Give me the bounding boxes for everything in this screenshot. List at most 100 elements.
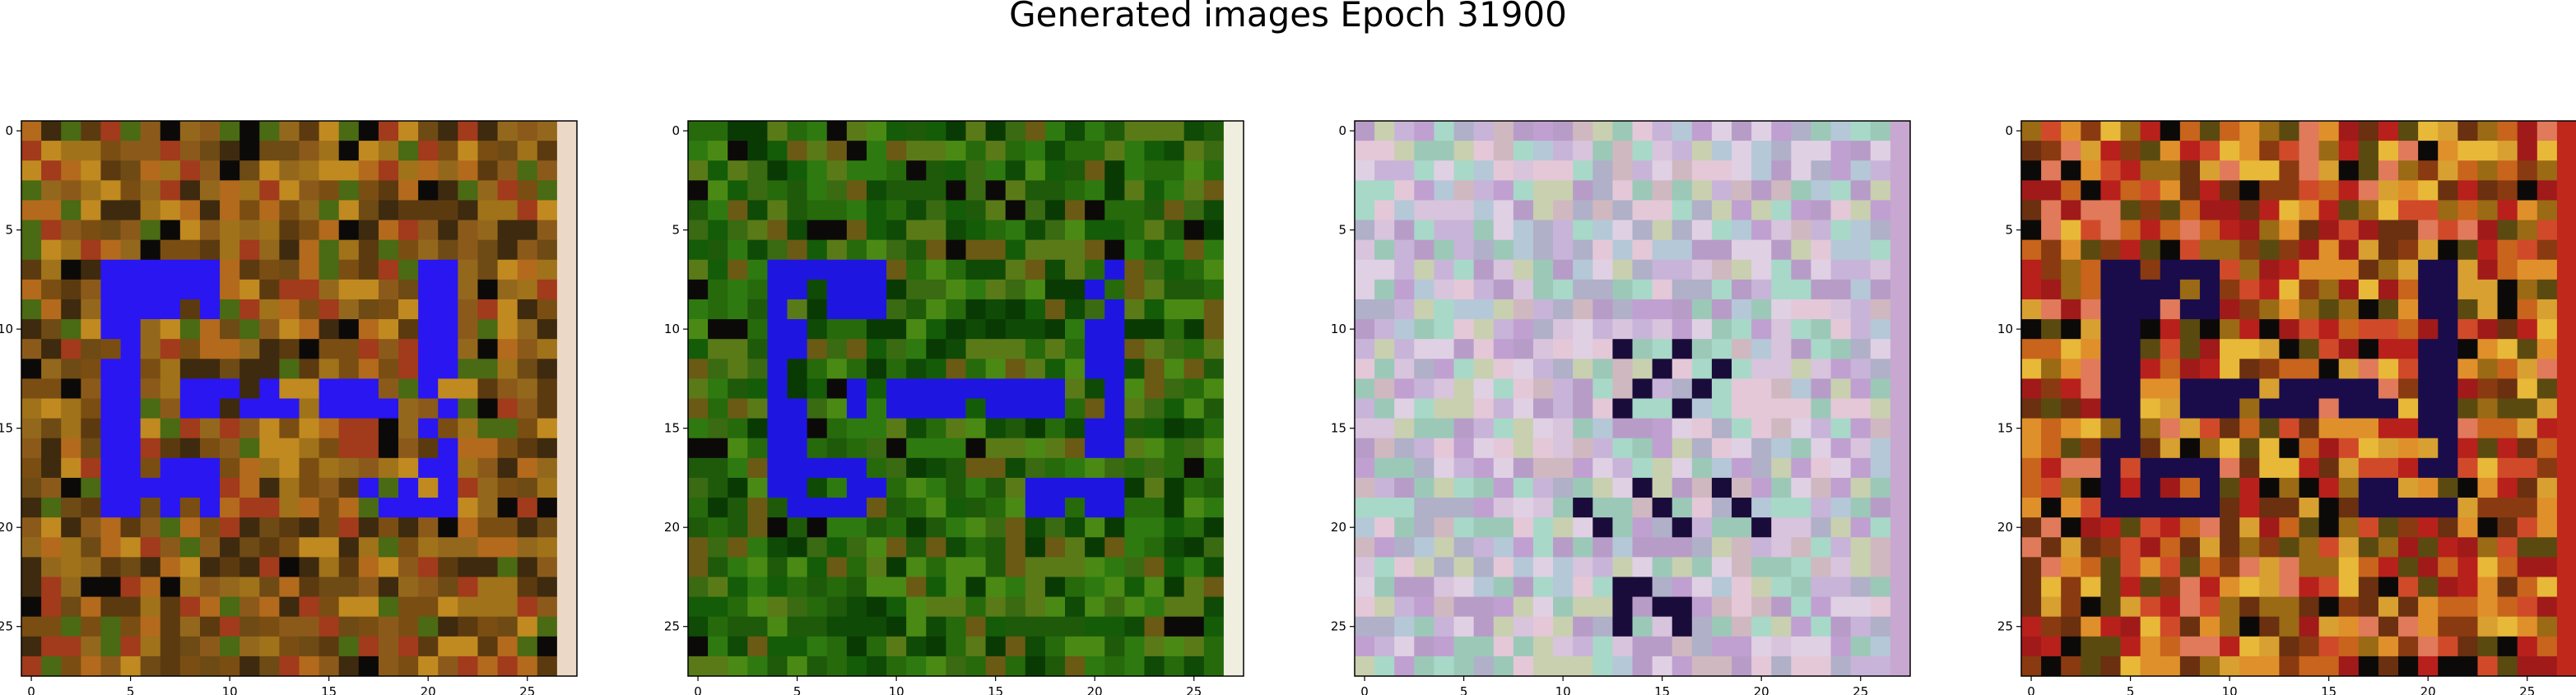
pixel-cell	[199, 299, 221, 320]
pixel-cell	[477, 616, 498, 637]
pixel-cell	[1732, 141, 1752, 161]
pixel-cell	[1652, 457, 1673, 479]
pixel-cell	[2140, 299, 2161, 320]
pixel-cell	[438, 457, 458, 479]
pixel-cell	[1850, 160, 1872, 181]
pixel-cell	[2279, 259, 2299, 280]
pixel-cell	[2081, 398, 2101, 419]
pixel-cell	[906, 636, 927, 657]
pixel-cell	[2358, 577, 2379, 597]
pixel-cell	[1612, 577, 1633, 597]
pixel-cell	[1573, 359, 1593, 379]
pixel-cell	[100, 359, 121, 379]
pixel-cell	[140, 418, 161, 439]
pixel-cell	[1144, 319, 1165, 340]
pixel-cell	[2398, 259, 2419, 280]
pixel-cell	[1473, 319, 1495, 340]
pixel-cell	[2517, 359, 2538, 379]
pixel-cell	[2536, 299, 2558, 320]
pixel-cell	[299, 537, 320, 558]
pixel-cell	[338, 398, 360, 419]
pixel-cell	[21, 259, 42, 280]
pixel-cell	[2041, 596, 2062, 618]
pixel-cell	[1414, 418, 1434, 439]
pixel-cell	[2438, 398, 2458, 419]
pixel-cell	[517, 656, 538, 677]
pixel-cell	[1124, 477, 1145, 498]
pixel-cell	[1085, 121, 1105, 141]
pixel-cell	[1811, 319, 1831, 340]
pixel-cell	[199, 339, 221, 359]
pixel-cell	[2438, 656, 2458, 677]
pixel-cell	[807, 438, 828, 459]
pixel-cell	[1124, 160, 1145, 181]
pixel-cell	[1394, 438, 1415, 459]
pixel-cell	[2239, 339, 2260, 359]
pixel-cell	[1890, 239, 1911, 261]
pixel-cell	[846, 577, 867, 597]
pixel-cell	[2220, 279, 2240, 300]
pixel-cell	[1025, 259, 1046, 280]
pixel-cell	[2239, 180, 2260, 201]
pixel-cell	[985, 596, 1007, 618]
pixel-cell	[438, 141, 458, 161]
pixel-cell	[1612, 457, 1633, 479]
pixel-cell	[2279, 616, 2299, 637]
pixel-cell	[458, 616, 478, 637]
pixel-cell	[1830, 557, 1852, 577]
pixel-cell	[2239, 418, 2260, 439]
pixel-cell	[1830, 596, 1852, 618]
pixel-cell	[1751, 636, 1772, 657]
pixel-cell	[556, 121, 578, 141]
pixel-cell	[1791, 180, 1811, 201]
pixel-cell	[61, 537, 81, 558]
pixel-cell	[398, 656, 419, 677]
pixel-cell	[199, 160, 221, 181]
pixel-cell	[1025, 557, 1046, 577]
pixel-cell	[767, 339, 788, 359]
pixel-cell	[1593, 378, 1613, 399]
pixel-cell	[458, 438, 478, 459]
pixel-cell	[1691, 557, 1713, 577]
pixel-cell	[2239, 438, 2260, 459]
pixel-cell	[458, 359, 478, 379]
pixel-cell	[2061, 457, 2081, 479]
pixel-cell	[299, 457, 320, 479]
pixel-cell	[1771, 121, 1792, 141]
pixel-cell	[61, 359, 81, 379]
pixel-cell	[747, 616, 768, 637]
pixel-cell	[2378, 359, 2399, 379]
pixel-cell	[378, 577, 399, 597]
pixel-cell	[946, 180, 966, 201]
pixel-cell	[358, 577, 379, 597]
pixel-cell	[807, 656, 828, 677]
pixel-cell	[1672, 359, 1693, 379]
pixel-cell	[1890, 457, 1911, 479]
pixel-cell	[2457, 616, 2478, 637]
pixel-cell	[1414, 498, 1434, 518]
pixel-cell	[477, 279, 498, 300]
pixel-cell	[2239, 577, 2260, 597]
pixel-cell	[1493, 517, 1514, 538]
pixel-cell	[1691, 339, 1713, 359]
pixel-cell	[497, 339, 518, 359]
pixel-cell	[2556, 121, 2576, 141]
pixel-cell	[2279, 160, 2299, 181]
pixel-cell	[1085, 636, 1105, 657]
pixel-cell	[2100, 477, 2121, 498]
pixel-cell	[1025, 616, 1046, 637]
pixel-cell	[2259, 616, 2280, 637]
pixel-cell	[2120, 319, 2141, 340]
pixel-cell	[2179, 656, 2201, 677]
pixel-cell	[2199, 220, 2220, 241]
pixel-cell	[2041, 359, 2062, 379]
pixel-cell	[140, 517, 161, 538]
pixel-cell	[81, 398, 101, 419]
pixel-cell	[866, 636, 887, 657]
pixel-cell	[946, 339, 966, 359]
pixel-cell	[1065, 418, 1086, 439]
pixel-cell	[458, 121, 478, 141]
pixel-cell	[338, 636, 360, 657]
pixel-cell	[517, 537, 538, 558]
pixel-cell	[2041, 121, 2062, 141]
